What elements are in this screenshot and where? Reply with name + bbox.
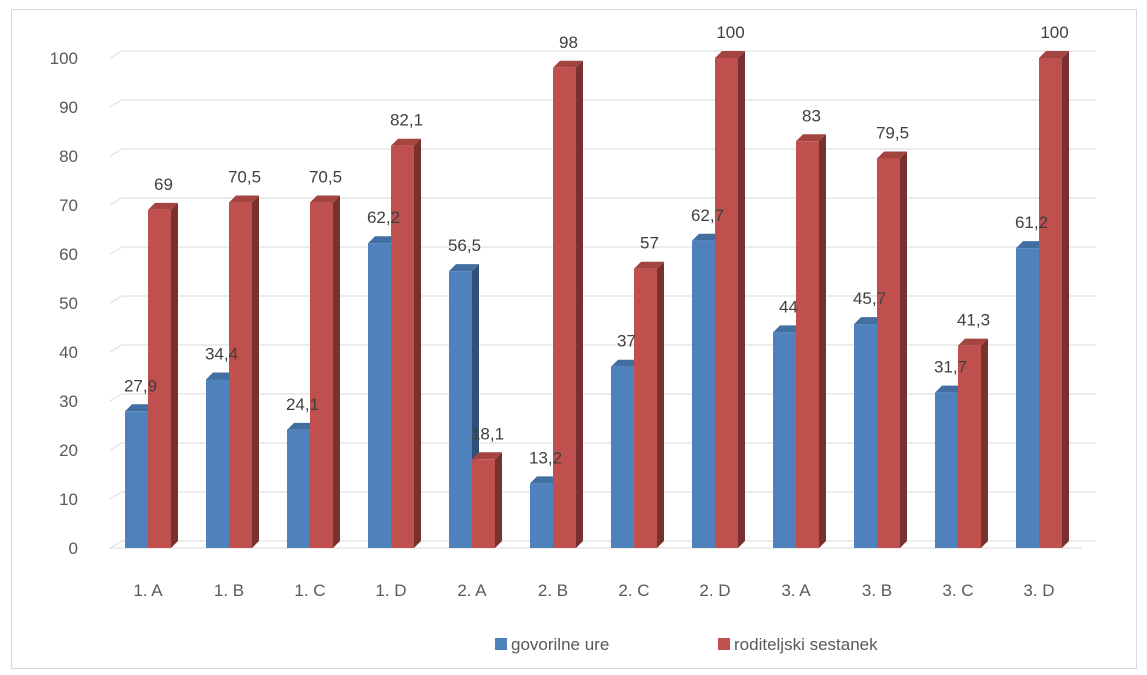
data-label: 69 [154, 175, 173, 194]
gridline-floor [109, 148, 123, 157]
gridline-floor [109, 50, 123, 59]
data-label: 18,1 [471, 424, 504, 443]
gridline-floor [109, 197, 123, 206]
data-label: 56,5 [448, 236, 481, 255]
gridline-floor [109, 246, 123, 255]
y-tick-label: 40 [59, 343, 78, 362]
data-label: 79,5 [876, 123, 909, 142]
legend-label: govorilne ure [511, 635, 609, 654]
bar-series2 [148, 202, 178, 548]
data-label: 27,9 [124, 376, 157, 395]
y-tick-label: 0 [69, 539, 78, 558]
data-label: 37 [617, 332, 636, 351]
legend-label: roditeljski sestanek [734, 635, 878, 654]
data-label: 61,2 [1015, 213, 1048, 232]
data-label: 41,3 [957, 311, 990, 330]
data-label: 62,7 [691, 206, 724, 225]
data-label: 70,5 [228, 168, 261, 187]
y-tick-label: 50 [59, 294, 78, 313]
x-tick-label: 1. A [133, 581, 163, 600]
y-tick-label: 100 [50, 49, 78, 68]
legend-item: govorilne ure [495, 635, 609, 654]
x-tick-label: 2. C [618, 581, 649, 600]
legend: govorilne ure roditeljski sestanek [495, 635, 878, 654]
x-tick-label: 1. B [214, 581, 244, 600]
data-label: 70,5 [309, 168, 342, 187]
bar-series2 [553, 60, 583, 549]
bar-series2 [229, 195, 259, 549]
data-label: 100 [716, 23, 744, 42]
legend-swatch [718, 638, 730, 650]
bar-series2 [310, 195, 340, 549]
data-label: 24,1 [286, 395, 319, 414]
data-label: 62,2 [367, 208, 400, 227]
x-tick-label: 3. D [1023, 581, 1054, 600]
x-tick-label: 1. C [294, 581, 325, 600]
data-label: 34,4 [205, 344, 238, 363]
data-label: 100 [1040, 23, 1068, 42]
data-labels: 27,9 69 34,4 70,5 24,1 70,5 62,2 82,1 56,5 18,1 13… [124, 23, 1069, 467]
data-label: 31,7 [934, 358, 967, 377]
data-label: 82,1 [390, 111, 423, 130]
bars [125, 51, 1069, 549]
y-tick-label: 10 [59, 490, 78, 509]
y-tick-label: 60 [59, 245, 78, 264]
x-tick-label: 2. B [538, 581, 568, 600]
gridline-floor [109, 344, 123, 353]
data-label: 57 [640, 234, 659, 253]
x-axis-ticks: 1. A 1. B 1. C 1. D 2. A 2. B 2. C 2. D 3. A 3. B… [133, 581, 1054, 600]
data-label: 83 [802, 106, 821, 125]
x-tick-label: 3. C [942, 581, 973, 600]
x-tick-label: 2. D [699, 581, 730, 600]
x-tick-label: 1. D [375, 581, 406, 600]
y-tick-label: 70 [59, 196, 78, 215]
data-label: 44 [779, 297, 798, 316]
gridline-floor [109, 295, 123, 304]
gridline-floor [109, 442, 123, 451]
bar-series2 [391, 138, 421, 548]
gridline-floor [109, 393, 123, 402]
legend-swatch [495, 638, 507, 650]
bar-series2 [472, 452, 502, 548]
x-tick-label: 3. A [781, 581, 811, 600]
bar-series2 [877, 151, 907, 548]
bar-series2 [1039, 51, 1069, 548]
bar-series2 [634, 261, 664, 548]
y-tick-label: 90 [59, 98, 78, 117]
bar-series2 [958, 338, 988, 548]
gridline-floor [109, 540, 123, 549]
x-tick-label: 2. A [457, 581, 487, 600]
y-tick-label: 80 [59, 147, 78, 166]
data-label: 45,7 [853, 289, 886, 308]
gridline-floor [109, 491, 123, 500]
legend-item: roditeljski sestanek [718, 635, 878, 654]
y-tick-label: 20 [59, 441, 78, 460]
bar-series2 [796, 134, 826, 549]
data-label: 13,2 [529, 448, 562, 467]
x-tick-label: 3. B [862, 581, 892, 600]
y-tick-label: 30 [59, 392, 78, 411]
gridlines [109, 50, 1096, 549]
gridline-floor [109, 99, 123, 108]
data-label: 98 [559, 33, 578, 52]
y-axis-ticks: 0 10 20 30 40 50 60 70 80 90 100 [50, 49, 78, 558]
bar-series2 [715, 51, 745, 548]
